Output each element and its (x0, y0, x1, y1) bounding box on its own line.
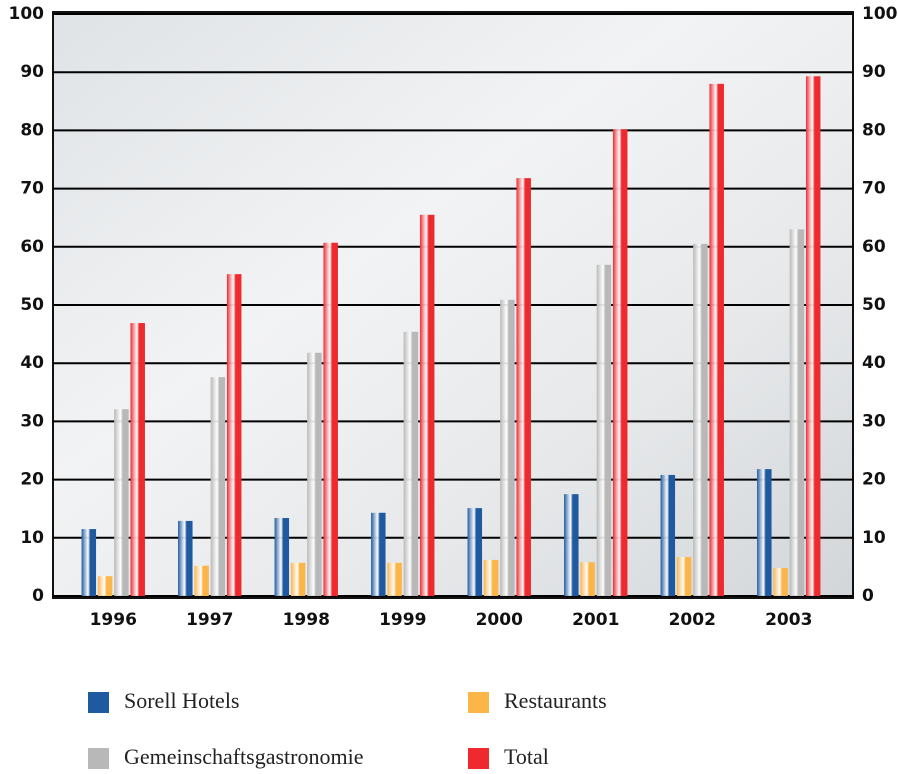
y2-tick-label: 50 (862, 295, 886, 315)
legend-label: Restaurants (504, 688, 607, 713)
x-tick-label: 1997 (186, 610, 233, 630)
y-tick-label: 100 (9, 4, 45, 24)
legend-swatch (468, 748, 489, 769)
bar (516, 178, 531, 596)
x-tick-label: 1998 (283, 610, 330, 630)
bar (81, 529, 97, 596)
legend-swatch (88, 692, 109, 713)
y2-tick-label: 40 (862, 353, 886, 373)
bar (483, 559, 499, 596)
x-tick-label: 2001 (572, 610, 619, 630)
legend-label: Sorell Hotels (124, 688, 240, 713)
y-tick-label: 60 (20, 237, 44, 257)
bar (194, 565, 209, 596)
bar (210, 377, 226, 596)
bar (371, 512, 386, 596)
bar (660, 474, 676, 596)
y2-tick-label: 90 (862, 62, 886, 82)
bar (789, 229, 805, 596)
bar (178, 520, 193, 596)
y2-tick-label: 80 (862, 120, 886, 140)
y-tick-label: 10 (20, 528, 44, 548)
bar (580, 562, 595, 596)
bar (676, 557, 692, 596)
bar (114, 409, 129, 596)
y2-tick-label: 0 (862, 586, 874, 606)
x-tick-label: 2002 (669, 610, 716, 630)
y2-tick-label: 20 (862, 470, 886, 490)
legend-swatch (468, 692, 489, 713)
legend-swatch (88, 748, 109, 769)
y-tick-label: 20 (20, 470, 44, 490)
bar (226, 274, 242, 596)
bar (757, 469, 772, 596)
y2-tick-label: 70 (862, 179, 886, 199)
y-tick-label: 30 (20, 411, 44, 431)
bar (693, 243, 708, 596)
bar (274, 518, 290, 596)
bar (805, 76, 821, 597)
bar (564, 494, 579, 596)
bar (612, 129, 628, 596)
bar (500, 299, 515, 596)
legend-label: Gemeinschaftsgastronomie (124, 744, 364, 769)
bar (596, 264, 612, 596)
bar (773, 568, 788, 596)
bar (130, 323, 145, 596)
y2-tick-label: 30 (862, 411, 886, 431)
bar (709, 83, 724, 597)
bar (403, 331, 419, 596)
bar (387, 562, 402, 596)
bar (419, 214, 435, 597)
y-tick-label: 40 (20, 353, 44, 373)
legend-label: Total (504, 744, 549, 769)
bar (307, 352, 322, 596)
x-tick-label: 2000 (476, 610, 523, 630)
bar (467, 508, 483, 596)
y2-tick-label: 10 (862, 528, 886, 548)
bar (323, 242, 338, 596)
x-tick-label: 2003 (765, 610, 812, 630)
bar (97, 576, 113, 596)
y-tick-label: 70 (20, 179, 44, 199)
y2-tick-label: 100 (862, 4, 898, 24)
y-tick-label: 80 (20, 120, 44, 140)
y-tick-label: 0 (32, 586, 44, 606)
bar (290, 562, 306, 596)
x-tick-label: 1999 (379, 610, 426, 630)
x-tick-label: 1996 (90, 610, 137, 630)
y-tick-label: 50 (20, 295, 44, 315)
y2-tick-label: 60 (862, 237, 886, 257)
y-tick-label: 90 (20, 62, 44, 82)
